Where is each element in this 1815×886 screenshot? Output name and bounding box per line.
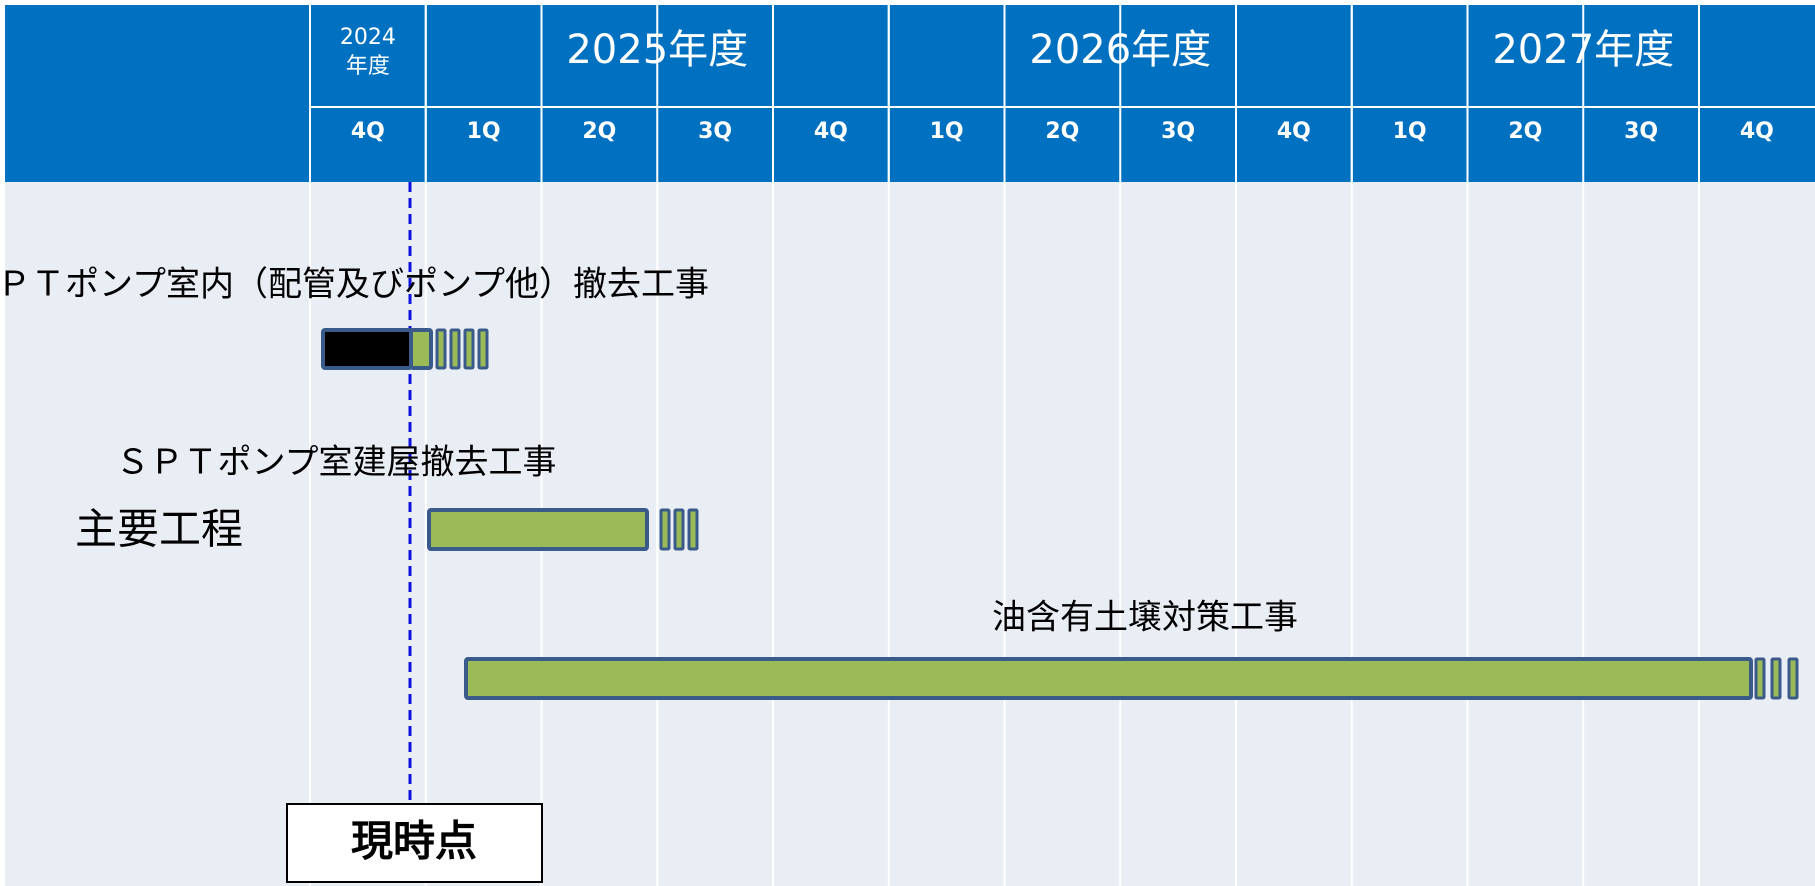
task-tick — [435, 328, 447, 370]
year-label: 2027年度 — [1492, 27, 1674, 73]
task-label: 油含有土壌対策工事 — [992, 598, 1298, 638]
current-box — [286, 803, 543, 883]
quarter-label: 4Q — [814, 119, 848, 144]
year-label: 2026年度 — [1029, 27, 1211, 73]
quarter-label: 3Q — [698, 119, 732, 144]
row-label: 主要工程 — [75, 505, 243, 554]
quarter-label: 2Q — [582, 119, 616, 144]
quarter-label: 3Q — [1624, 119, 1658, 144]
body — [5, 182, 1815, 886]
task-bar — [427, 508, 649, 551]
year-label: 2024 — [340, 25, 396, 50]
quarter-label: 2Q — [1508, 119, 1542, 144]
quarter-label: 1Q — [930, 119, 964, 144]
task-bar — [464, 657, 1753, 700]
task-bar — [321, 328, 413, 370]
task-tick — [477, 328, 489, 370]
task-tick — [673, 508, 685, 551]
task-bar — [409, 328, 433, 370]
quarter-label: 3Q — [1161, 119, 1195, 144]
task-label: ＳＰＴポンプ室内（配管及びポンプ他）撤去工事 — [0, 265, 709, 305]
task-tick — [463, 328, 475, 370]
current-label: 現時点 — [351, 817, 477, 866]
year-sub-label: 年度 — [346, 54, 390, 79]
task-tick — [1787, 657, 1799, 700]
task-tick — [659, 508, 671, 551]
year-label: 2025年度 — [566, 27, 748, 73]
header — [5, 5, 1815, 182]
task-label: ＳＰＴポンプ室建屋撤去工事 — [116, 443, 557, 483]
task-tick — [1770, 657, 1782, 700]
quarter-label: 1Q — [1393, 119, 1427, 144]
quarter-label: 2Q — [1045, 119, 1079, 144]
task-tick — [449, 328, 461, 370]
quarter-label: 4Q — [1740, 119, 1774, 144]
quarter-label: 4Q — [1277, 119, 1311, 144]
quarter-label: 4Q — [351, 119, 385, 144]
task-tick — [1754, 657, 1766, 700]
task-tick — [687, 508, 699, 551]
quarter-label: 1Q — [467, 119, 501, 144]
